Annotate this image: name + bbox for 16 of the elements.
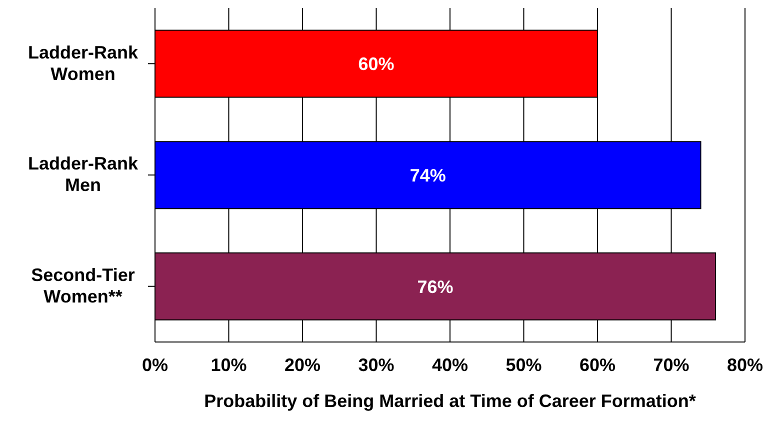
data-label: 60%: [358, 54, 394, 74]
x-tick-label: 60%: [579, 354, 616, 375]
data-label: 76%: [417, 276, 454, 297]
x-tick-label: 80%: [726, 354, 764, 375]
data-label: 74%: [410, 165, 446, 186]
x-tick-label: 20%: [284, 354, 321, 375]
y-tick-label: Ladder-Rank Men: [28, 154, 139, 196]
x-tick-label: 40%: [432, 354, 468, 375]
x-tick-label: 30%: [358, 354, 394, 375]
x-axis-title: Probability of Being Married at Time of Career Formation*: [204, 391, 696, 411]
y-tick-label: Ladder-Rank Women: [28, 42, 139, 84]
x-tick-label: 10%: [210, 354, 247, 375]
x-tick-label: 70%: [653, 354, 690, 375]
x-tick-label: 0%: [142, 354, 168, 375]
y-tick-label: Second-Tier Women**: [31, 264, 135, 307]
x-tick-label: 50%: [506, 354, 542, 375]
